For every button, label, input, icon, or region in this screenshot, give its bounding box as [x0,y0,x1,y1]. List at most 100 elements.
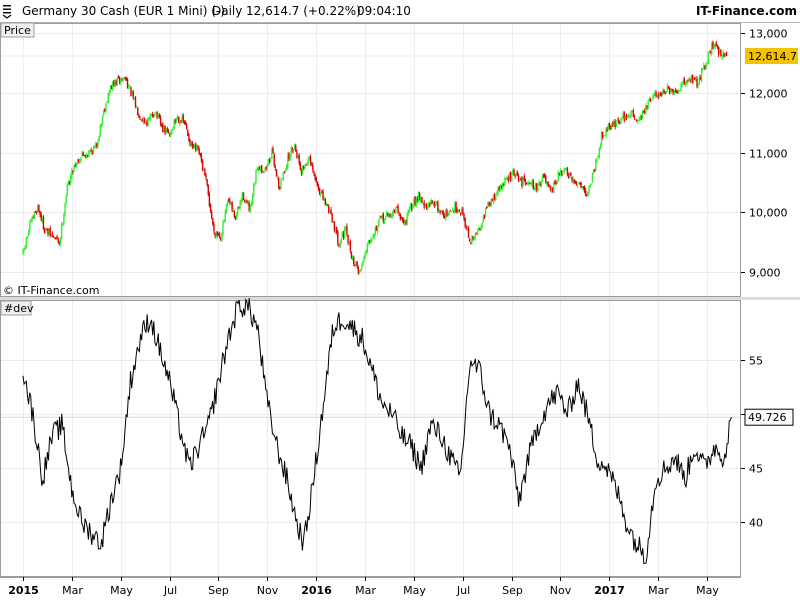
dev-pane[interactable] [0,300,741,577]
candle [363,255,365,264]
menu-icon[interactable] [2,5,12,19]
candle [590,183,592,185]
candle [462,206,464,216]
candle [592,169,595,175]
candle [654,89,656,97]
candle [626,114,629,118]
candle [345,225,347,232]
candle [89,149,91,154]
candle [637,119,639,125]
candle [90,147,92,153]
candle [77,159,80,164]
candle [645,103,647,115]
candle [85,152,88,159]
price-axis[interactable]: 9,000 10,000 11,000 12,000 13,000 [741,28,788,280]
candle [347,234,349,246]
candle [116,76,119,86]
candle [201,158,204,172]
candle [489,201,491,207]
time-label: 09:04:10 [357,4,411,18]
candle [720,49,722,57]
copyright-label: © IT-Finance.com [3,284,100,297]
candle [348,240,350,245]
candle [699,75,702,81]
candle [496,190,498,197]
price-tick-label: 13,000 [749,28,788,41]
candle [606,126,608,133]
candle [213,221,215,234]
candle [569,171,571,180]
candle [628,113,630,119]
candle [37,204,39,214]
candle [199,152,201,158]
dev-axis[interactable]: 40455055 [741,355,763,530]
candle [375,225,378,232]
candle [503,182,505,187]
candle [165,128,167,135]
candle [157,113,159,118]
candle [233,210,236,219]
candle [561,170,563,177]
candle [241,191,244,203]
candle [519,178,521,183]
candle [584,187,587,196]
candle [614,119,616,130]
candle [58,240,61,246]
candle [34,210,37,213]
candle [432,200,435,206]
dev-tick-label: 55 [749,355,763,368]
candle [388,212,390,218]
candle [675,89,678,94]
candle [454,200,456,214]
candle [74,162,76,168]
candle [80,157,82,162]
time-axis[interactable]: 2015 Mar May Jul Sep Nov 2016 Mar May Jul Sep Nov 20… [8,577,719,597]
candle [23,247,25,253]
candle [539,181,541,187]
pane-splitter[interactable] [0,297,800,300]
candle [514,174,516,179]
candle [609,125,612,131]
candle [409,202,412,210]
candle [597,154,599,159]
candle [582,186,585,190]
candle [133,97,136,100]
candle [250,200,253,208]
candle [473,236,475,242]
candle [49,225,51,238]
candle [117,75,120,79]
candle [505,177,507,180]
candle [279,186,281,191]
candle [166,126,169,133]
candle [451,207,454,212]
price-pane-title-box[interactable]: Price [0,22,35,38]
candle [522,177,524,187]
candle [604,134,606,136]
candle [723,52,725,58]
candle [620,117,622,125]
candle [500,184,503,190]
candle [649,97,652,103]
candle [282,172,284,182]
candle [512,168,514,176]
candle [60,221,63,240]
candle [579,181,581,186]
dev-last-badge-text: 49.726 [748,411,787,424]
candle [717,45,720,57]
candle [106,100,108,104]
candle [48,228,50,236]
candle [240,197,242,206]
price-pane[interactable] [0,23,741,297]
candle [46,228,48,231]
candle [256,166,258,171]
candle [586,193,588,198]
candle [179,119,181,127]
candle [374,225,377,236]
candle [575,181,578,186]
candle [24,245,26,251]
candle [67,179,70,186]
dev-pane-title-box[interactable]: #dev [0,300,34,316]
candle [200,152,203,163]
candle [66,182,69,197]
candle [478,225,480,231]
